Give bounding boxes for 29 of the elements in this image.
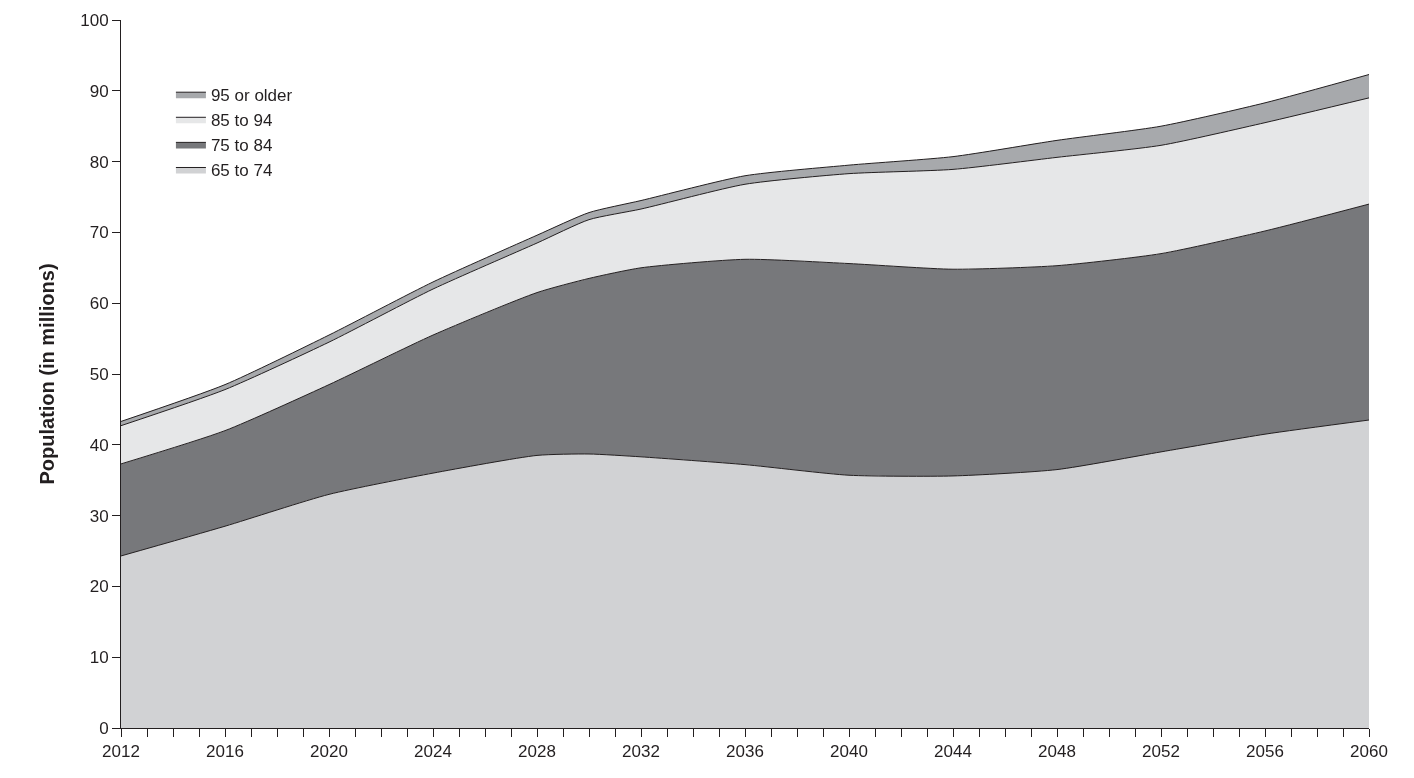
x-tick-label: 2048 <box>1038 742 1076 762</box>
y-tick-label: 70 <box>89 223 109 243</box>
legend-label: 65 to 74 <box>210 161 273 181</box>
x-tick-label: 2020 <box>310 742 348 762</box>
x-tick-label: 2016 <box>206 742 244 762</box>
y-axis-title: Population (in millions) <box>35 263 58 485</box>
y-tick-label: 40 <box>89 435 109 455</box>
y-tick-label: 100 <box>80 10 109 30</box>
x-tick-label: 2028 <box>518 742 556 762</box>
x-tick-label: 2040 <box>830 742 868 762</box>
y-tick-label: 60 <box>89 294 109 314</box>
x-tick-label: 2032 <box>622 742 660 762</box>
x-tick-label: 2060 <box>1350 742 1388 762</box>
y-tick-label: 30 <box>89 506 109 526</box>
x-tick-label: 2056 <box>1246 742 1284 762</box>
x-tick-label: 2012 <box>102 742 140 762</box>
x-tick-label: 2036 <box>726 742 764 762</box>
x-tick-label: 2052 <box>1142 742 1180 762</box>
y-tick-label: 10 <box>89 648 109 668</box>
x-tick-label: 2044 <box>934 742 972 762</box>
y-tick-label: 20 <box>89 577 109 597</box>
y-tick-label: 0 <box>99 718 109 738</box>
x-tick-label: 2024 <box>414 742 452 762</box>
legend-label: 95 or older <box>210 85 293 105</box>
legend-label: 85 to 94 <box>210 110 273 130</box>
y-tick-label: 90 <box>89 81 109 101</box>
legend-label: 75 to 84 <box>210 136 273 156</box>
y-tick-label: 50 <box>89 364 109 384</box>
y-tick-label: 80 <box>89 152 109 172</box>
